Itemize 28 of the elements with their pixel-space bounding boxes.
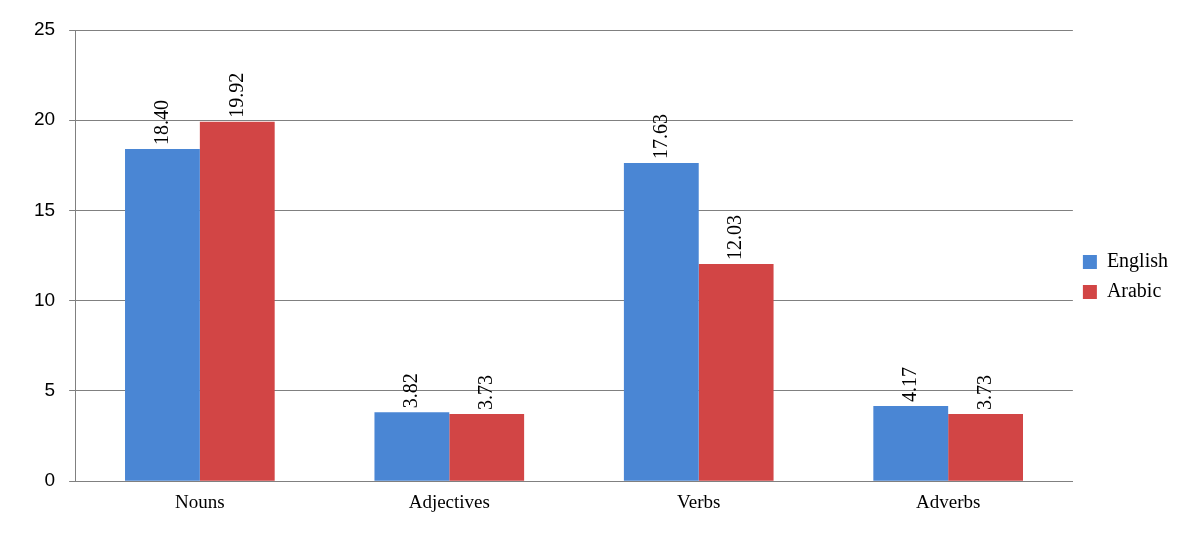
x-tick-label: Adjectives: [408, 490, 490, 512]
data-label: 19.92: [224, 72, 247, 118]
x-tick-label: Adverbs: [915, 490, 981, 512]
bar: [623, 163, 699, 481]
y-tick-label: 5: [44, 379, 56, 401]
legend-label: English: [1106, 249, 1169, 273]
bar: [125, 149, 200, 481]
data-label: 17.63: [648, 114, 671, 160]
data-label: 18.40: [149, 100, 172, 146]
data-label: 3.73: [473, 374, 496, 410]
bar: [449, 413, 525, 481]
data-label: 12.03: [723, 215, 746, 261]
bar: [374, 412, 450, 481]
x-tick-label: Verbs: [677, 490, 721, 512]
x-tick-label: Nouns: [175, 490, 225, 512]
data-label: 4.17: [898, 366, 920, 402]
legend-label: Arabic: [1106, 279, 1162, 302]
bar: [948, 413, 1023, 481]
y-tick-label: 10: [33, 288, 56, 310]
y-tick-label: 25: [33, 18, 56, 40]
y-tick-label: 20: [33, 108, 56, 130]
bar: [199, 121, 275, 481]
data-label: 3.73: [972, 374, 995, 410]
bar: [698, 264, 774, 481]
y-tick-label: 0: [44, 469, 56, 491]
data-label: 3.82: [399, 373, 422, 409]
bar: [873, 405, 949, 481]
y-tick-label: 15: [33, 198, 56, 220]
